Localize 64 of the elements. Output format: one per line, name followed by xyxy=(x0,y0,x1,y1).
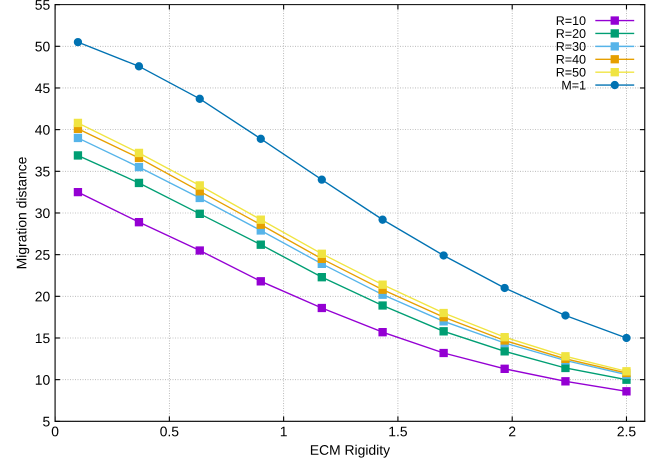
y-tick-label: 40 xyxy=(35,124,50,135)
point xyxy=(74,118,82,128)
point xyxy=(439,348,448,358)
legend-label: R=40 xyxy=(556,54,586,64)
legend-label: M=1 xyxy=(562,80,586,90)
point xyxy=(74,188,82,196)
point xyxy=(256,277,265,286)
x-tick-label: 2.5 xyxy=(618,426,636,436)
point xyxy=(378,328,387,336)
point xyxy=(561,377,570,386)
y-tick-label: 30 xyxy=(35,208,50,218)
point xyxy=(318,175,326,184)
point xyxy=(196,94,204,103)
point xyxy=(500,364,509,373)
point xyxy=(256,215,265,224)
x-tick-label: 1 xyxy=(280,426,287,436)
y-tick-label: 45 xyxy=(35,83,50,94)
y-axis-title: Migration distance xyxy=(16,157,30,268)
point xyxy=(318,304,326,312)
legend-label: R=30 xyxy=(556,42,586,51)
point xyxy=(74,38,82,46)
point xyxy=(318,250,326,258)
point xyxy=(256,240,265,249)
y-tick-label: 25 xyxy=(35,250,50,260)
x-tick-label: 0.5 xyxy=(160,426,178,436)
point xyxy=(74,151,82,160)
legend-label: R=10 xyxy=(556,16,586,26)
point xyxy=(134,178,144,188)
point xyxy=(134,218,144,226)
point xyxy=(439,308,448,318)
x-tick-label: 0 xyxy=(52,426,58,436)
x-tick-label: 1.5 xyxy=(389,426,407,436)
point xyxy=(196,246,204,255)
point xyxy=(378,215,387,224)
point xyxy=(74,134,82,142)
point xyxy=(439,251,448,260)
point xyxy=(439,327,448,336)
x-tick-label: 2 xyxy=(509,426,516,436)
point xyxy=(561,311,570,320)
y-tick-label: 50 xyxy=(35,42,50,52)
point xyxy=(134,62,144,70)
legend-label: R=20 xyxy=(556,29,586,38)
x-axis-title: ECM Rigidity xyxy=(310,444,390,458)
point xyxy=(500,347,509,356)
point xyxy=(622,387,631,396)
y-tick-label: 20 xyxy=(35,292,50,302)
point xyxy=(500,284,509,292)
y-tick-label: 55 xyxy=(35,0,50,10)
point xyxy=(561,352,570,360)
point xyxy=(318,272,326,282)
point xyxy=(256,134,265,143)
legend-label: R=50 xyxy=(556,68,586,77)
point xyxy=(500,332,509,342)
point xyxy=(622,334,631,342)
y-tick-label: 15 xyxy=(36,333,50,344)
point xyxy=(134,162,144,172)
point xyxy=(196,181,204,190)
point xyxy=(378,301,387,310)
point xyxy=(134,148,144,158)
y-tick-label: 35 xyxy=(35,166,50,176)
y-tick-label: 10 xyxy=(36,374,50,385)
point xyxy=(378,280,387,289)
y-tick-label: 5 xyxy=(43,416,50,426)
point xyxy=(196,210,204,218)
